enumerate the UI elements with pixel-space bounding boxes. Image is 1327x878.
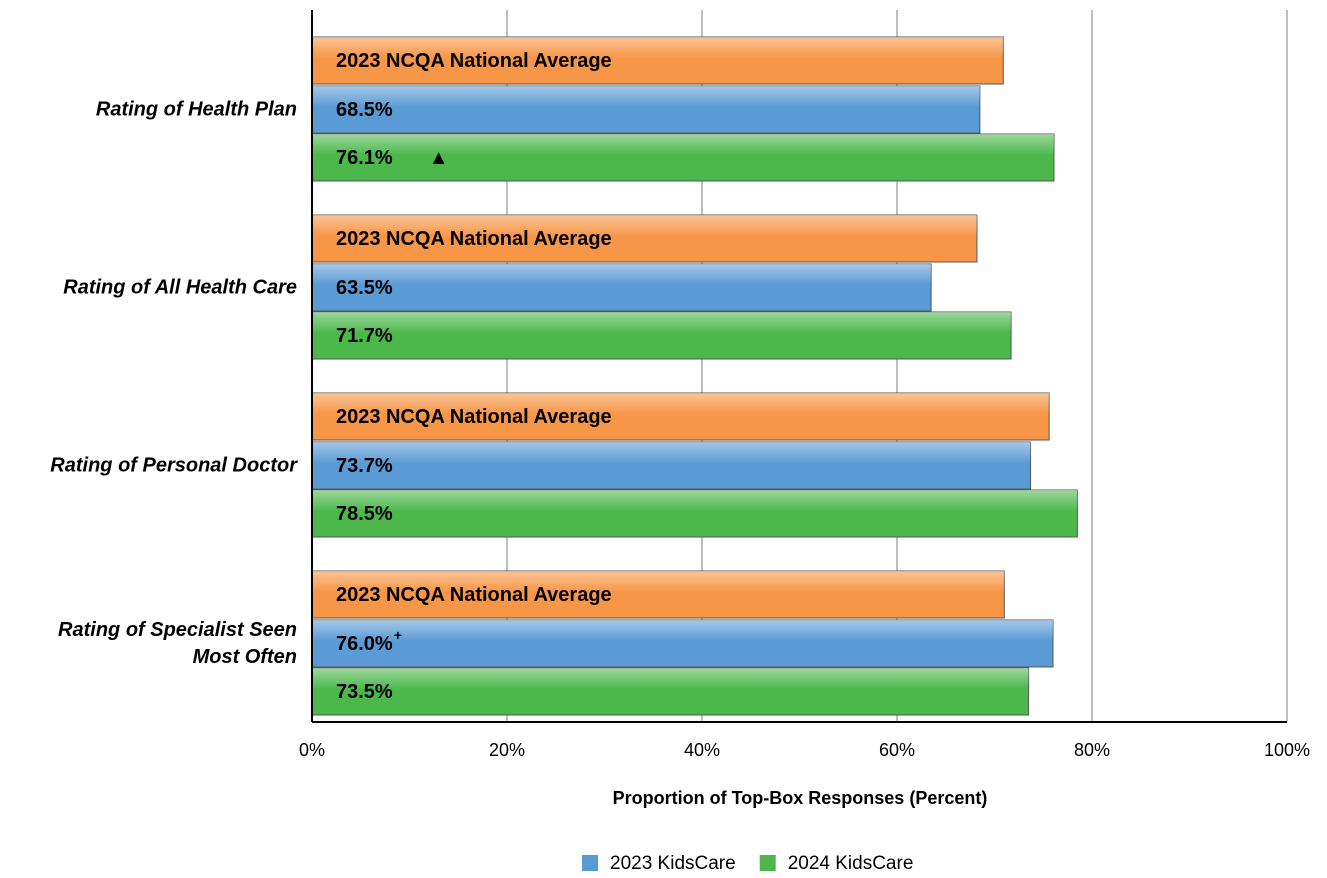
data-label: 76.1% [336, 147, 393, 169]
bar-shine [312, 37, 1004, 84]
data-label: 63.5% [336, 277, 393, 299]
bar-shine [312, 215, 977, 262]
category-label: Rating of Personal Doctor [50, 454, 297, 476]
marker: ▲ [429, 147, 449, 169]
x-tick-label: 100% [1264, 740, 1310, 760]
legend-swatch [582, 855, 598, 871]
bar-shine [312, 134, 1054, 181]
bar-shine [312, 442, 1031, 489]
data-label: 76.0% [336, 633, 393, 655]
x-tick-label: 40% [684, 740, 720, 760]
bar-label: 2023 NCQA National Average [336, 228, 612, 250]
category-label: Rating of All Health Care [63, 276, 297, 298]
bar-shine [312, 571, 1005, 618]
bar-shine [312, 620, 1053, 667]
data-label: 78.5% [336, 503, 393, 525]
bar-shine [312, 668, 1029, 715]
legend-label: 2023 KidsCare [610, 853, 736, 874]
x-axis-title: Proportion of Top-Box Responses (Percent… [613, 788, 988, 808]
bar-shine [312, 393, 1050, 440]
x-tick-label: 60% [879, 740, 915, 760]
bar-shine [312, 490, 1078, 537]
data-label: 71.7% [336, 325, 393, 347]
data-label: 73.5% [336, 681, 393, 703]
bar-shine [312, 264, 932, 311]
legend-label: 2024 KidsCare [788, 853, 914, 874]
legend-swatch [759, 855, 776, 871]
bar-label: 2023 NCQA National Average [336, 406, 612, 428]
data-label: 68.5% [336, 99, 393, 121]
x-tick-label: 20% [489, 740, 525, 760]
x-tick-label: 0% [299, 740, 325, 760]
bar-shine [312, 86, 980, 133]
bar-label: 2023 NCQA National Average [336, 584, 612, 606]
superscript: + [394, 627, 402, 643]
bar-shine [312, 312, 1012, 359]
category-label: Rating of Specialist Seen Most Often [58, 618, 297, 668]
data-label: 73.7% [336, 455, 393, 477]
category-label: Rating of Health Plan [95, 98, 297, 120]
x-tick-label: 80% [1074, 740, 1110, 760]
bar-label: 2023 NCQA National Average [336, 50, 612, 72]
